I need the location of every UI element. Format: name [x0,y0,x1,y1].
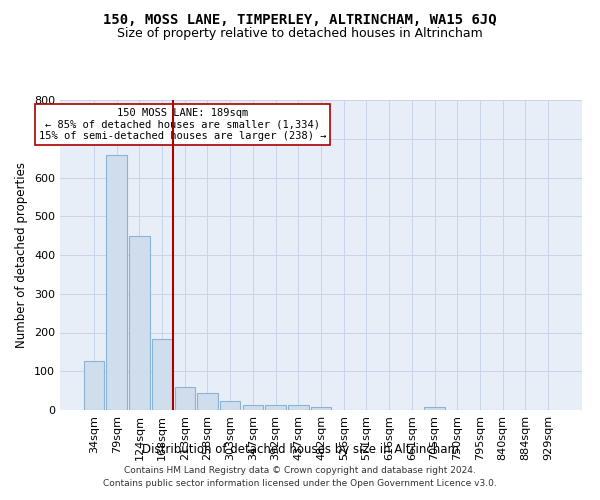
Bar [424,406,445,410]
Bar [175,387,195,410]
Bar [220,400,241,410]
Text: Contains HM Land Registry data © Crown copyright and database right 2024.
Contai: Contains HM Land Registry data © Crown c… [103,466,497,487]
Bar [152,339,172,410]
Text: Distribution of detached houses by size in Altrincham: Distribution of detached houses by size … [142,442,458,456]
Text: 150 MOSS LANE: 189sqm
← 85% of detached houses are smaller (1,334)
15% of semi-d: 150 MOSS LANE: 189sqm ← 85% of detached … [39,108,326,141]
Bar [84,361,104,410]
Text: 150, MOSS LANE, TIMPERLEY, ALTRINCHAM, WA15 6JQ: 150, MOSS LANE, TIMPERLEY, ALTRINCHAM, W… [103,12,497,26]
Bar [242,406,263,410]
Text: Size of property relative to detached houses in Altrincham: Size of property relative to detached ho… [117,28,483,40]
Bar [106,156,127,410]
Bar [311,406,331,410]
Bar [129,236,149,410]
Y-axis label: Number of detached properties: Number of detached properties [16,162,28,348]
Bar [288,406,308,410]
Bar [265,405,286,410]
Bar [197,394,218,410]
